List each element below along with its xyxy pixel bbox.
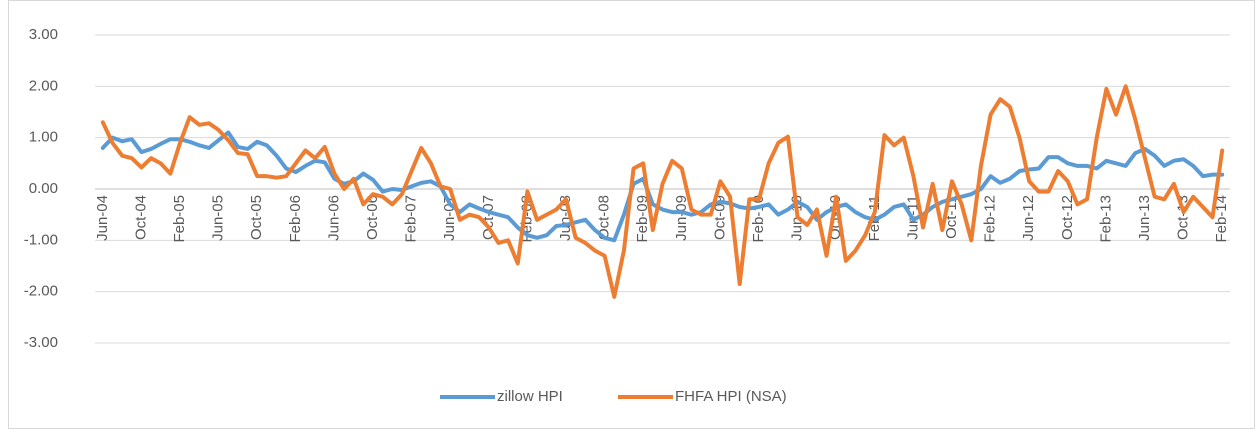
y-tick-label: 3.00 [29,26,58,43]
x-tick-label: Jun-09 [673,195,690,241]
y-tick-label: 0.00 [29,180,58,197]
x-tick-label: Feb-14 [1213,195,1230,243]
x-tick-label: Feb-10 [750,195,767,243]
x-tick-label: Jun-12 [1020,195,1037,241]
x-tick-label: Jun-04 [94,195,111,241]
legend-label: zillow HPI [497,388,563,405]
x-tick-label: Jun-13 [1136,195,1153,241]
x-tick-label: Feb-09 [634,195,651,243]
series-line [100,84,1225,299]
x-tick-label: Oct-04 [132,195,149,240]
y-tick-label: 2.00 [29,77,58,94]
x-tick-label: Oct-06 [364,195,381,240]
y-tick-label: -1.00 [24,231,58,248]
y-tick-label: 1.00 [29,129,58,146]
y-tick-label: -3.00 [24,334,58,351]
x-tick-label: Oct-08 [596,195,613,240]
x-tick-label: Feb-05 [171,195,188,243]
x-tick-label: Oct-12 [1059,195,1076,240]
x-tick-label: Feb-07 [403,195,420,243]
x-tick-label: Oct-07 [480,195,497,240]
x-tick-label: Jun-06 [325,195,342,241]
x-tick-label: Feb-06 [287,195,304,243]
legend-label: FHFA HPI (NSA) [675,388,787,405]
y-tick-label: -2.00 [24,283,58,300]
x-tick-label: Jun-05 [210,195,227,241]
x-tick-label: Feb-13 [1097,195,1114,243]
x-tick-label: Oct-09 [711,195,728,240]
chart-border [8,0,1255,429]
x-tick-label: Oct-05 [248,195,265,240]
x-tick-label: Feb-12 [982,195,999,243]
